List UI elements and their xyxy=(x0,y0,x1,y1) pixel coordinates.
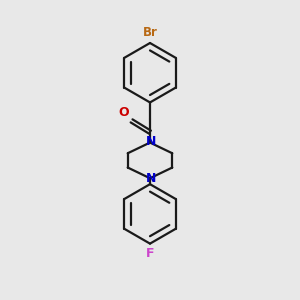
Text: N: N xyxy=(146,172,157,185)
Text: F: F xyxy=(146,247,154,260)
Text: O: O xyxy=(118,106,129,119)
Text: N: N xyxy=(146,136,157,148)
Text: Br: Br xyxy=(142,26,158,39)
